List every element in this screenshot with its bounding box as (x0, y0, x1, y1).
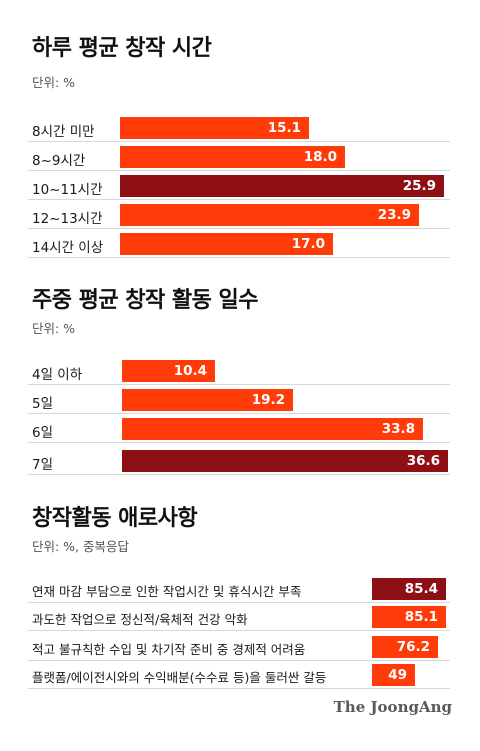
category-label: 플랫폼/에이전시와의 수익배분(수수료 등)을 둘러싼 갈등 (32, 670, 327, 685)
chart2-unit-label: 단위: % (32, 321, 76, 336)
bar-value-label: 10.4 (173, 363, 207, 379)
bar-value-label: 23.9 (377, 207, 411, 223)
bar: 76.2 (372, 636, 438, 658)
bar-value-label: 25.9 (402, 178, 436, 194)
category-label: 14시간 이상 (32, 240, 104, 256)
bar: 15.1 (120, 117, 309, 139)
bar-value-label: 15.1 (267, 120, 301, 136)
category-label: 12~13시간 (32, 211, 103, 227)
row-divider (28, 228, 450, 229)
bar: 17.0 (120, 233, 333, 255)
bar-value-label: 18.0 (303, 149, 337, 165)
category-label: 7일 (32, 457, 54, 473)
row-divider (28, 474, 450, 475)
row-divider (28, 413, 450, 414)
category-label: 과도한 작업으로 정신적/육체적 건강 악화 (32, 612, 248, 627)
chart3-title: 창작활동 애로사항 (32, 506, 198, 531)
bar-value-label: 85.1 (404, 609, 438, 625)
row-divider (28, 688, 450, 689)
bar: 23.9 (120, 204, 419, 226)
category-label: 8~9시간 (32, 153, 86, 169)
bar: 19.2 (122, 389, 293, 411)
category-label: 5일 (32, 396, 54, 412)
bar: 36.6 (122, 450, 448, 472)
category-label: 8시간 미만 (32, 124, 95, 140)
row-divider (28, 141, 450, 142)
category-label: 4일 이하 (32, 367, 83, 383)
bar-value-label: 85.4 (404, 581, 438, 597)
category-label: 적고 불규칙한 수입 및 차기작 준비 중 경제적 어려움 (32, 642, 306, 657)
bar: 85.4 (372, 578, 446, 600)
row-divider (28, 257, 450, 258)
bar-value-label: 19.2 (251, 392, 285, 408)
bar: 33.8 (122, 418, 423, 440)
category-label: 6일 (32, 425, 54, 441)
bar: 25.9 (120, 175, 444, 197)
bar: 85.1 (372, 606, 446, 628)
row-divider (28, 384, 450, 385)
bar-value-label: 36.6 (406, 453, 440, 469)
category-label: 연재 마감 부담으로 인한 작업시간 및 휴식시간 부족 (32, 584, 302, 599)
publisher-credit: The JoongAng (333, 698, 452, 716)
row-divider (28, 442, 450, 443)
bar-value-label: 76.2 (396, 639, 430, 655)
bar-value-label: 33.8 (381, 421, 415, 437)
row-divider (28, 170, 450, 171)
chart2-title: 주중 평균 창작 활동 일수 (32, 288, 259, 313)
row-divider (28, 630, 450, 631)
row-divider (28, 660, 450, 661)
row-divider (28, 199, 450, 200)
chart3-unit-label: 단위: %, 중복응답 (32, 539, 130, 554)
chart1-unit-label: 단위: % (32, 75, 76, 90)
category-label: 10~11시간 (32, 182, 103, 198)
bar: 18.0 (120, 146, 345, 168)
row-divider (28, 602, 450, 603)
bar: 49 (372, 664, 415, 686)
bar-value-label: 49 (388, 667, 407, 683)
bar: 10.4 (122, 360, 215, 382)
bar-value-label: 17.0 (291, 236, 325, 252)
chart1-title: 하루 평균 창작 시간 (32, 36, 212, 61)
